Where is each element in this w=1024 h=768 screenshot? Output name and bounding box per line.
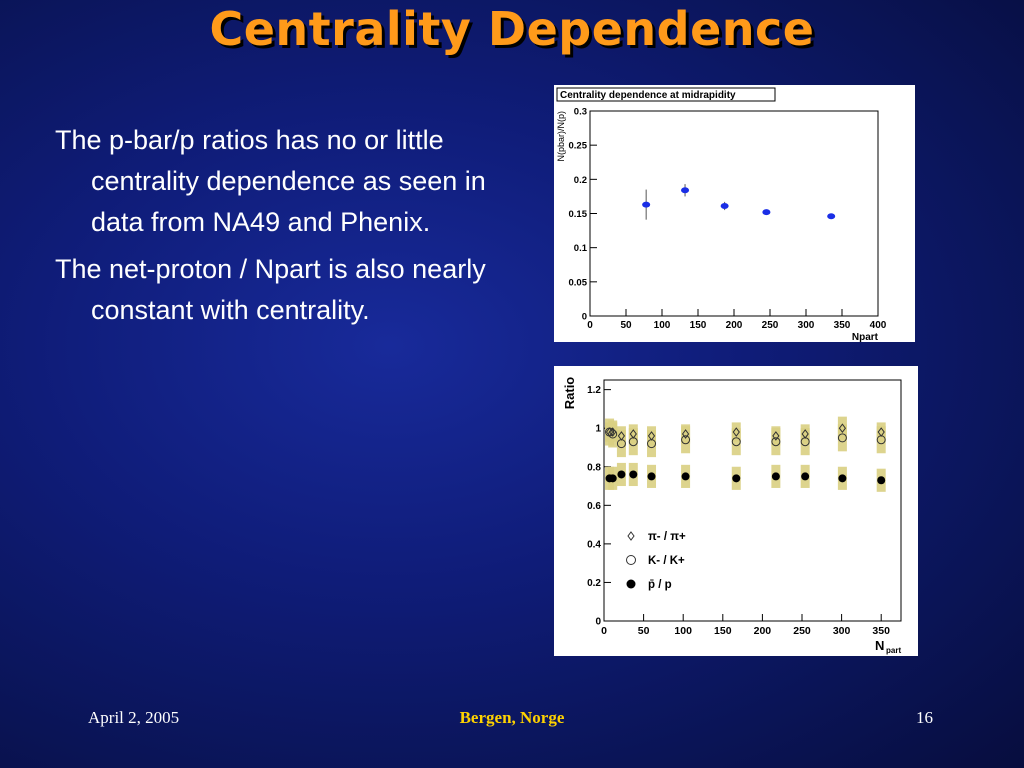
data-point-pbar <box>877 476 886 485</box>
y-tick-label: 0.05 <box>569 277 588 288</box>
bullet-item: The p-bar/p ratios has no or little cent… <box>55 125 486 237</box>
data-point <box>642 201 651 208</box>
y-tick-label: 0.2 <box>574 175 587 186</box>
data-point-pbar <box>771 472 780 481</box>
x-tick-label: 50 <box>638 625 650 637</box>
x-tick-label: 350 <box>834 320 851 331</box>
y-tick-label: 0 <box>582 312 587 323</box>
data-point-pi <box>772 431 780 441</box>
y-tick-label: 0 <box>595 617 601 628</box>
y-tick-label: 0.25 <box>569 141 588 152</box>
data-point-pbar <box>838 474 847 483</box>
x-tick-label: 50 <box>620 320 632 331</box>
y-tick-label: 0.6 <box>587 501 601 512</box>
footer-page-number: 16 <box>916 708 933 727</box>
y-tick-label: 0.15 <box>569 209 588 220</box>
legend-label: π- / π+ <box>648 531 686 543</box>
data-point-pbar <box>608 474 617 483</box>
plot-frame <box>603 379 902 622</box>
data-point-k <box>876 435 886 445</box>
y-tick-label: 1 <box>595 424 601 435</box>
data-point <box>681 187 690 194</box>
data-point-k <box>616 439 626 449</box>
legend-marker-pi <box>627 531 635 541</box>
legend-marker-pbar <box>626 579 636 589</box>
data-point-pbar <box>801 472 810 481</box>
x-tick-label: 350 <box>872 625 890 637</box>
x-tick-label: 100 <box>674 625 692 637</box>
data-point-pi <box>838 423 847 434</box>
x-tick-label: 100 <box>654 320 671 331</box>
data-point-k <box>628 437 638 447</box>
x-tick-label: 250 <box>793 625 811 637</box>
data-point-k <box>681 435 691 445</box>
x-tick-label: 300 <box>833 625 851 637</box>
y-axis-label: Ratio <box>562 377 577 410</box>
plot-frame <box>589 110 879 317</box>
data-point-k <box>731 437 741 447</box>
systematic-band <box>647 430 657 458</box>
data-point-pbar <box>617 470 626 479</box>
y-axis-label: N(pbar)/N(p) <box>556 111 566 162</box>
bullet-item: The net-proton / Npart is also nearly co… <box>55 254 486 325</box>
x-tick-label: 150 <box>690 320 707 331</box>
x-tick-label: 400 <box>870 320 887 331</box>
chart-pbar-p-ratio: Centrality dependence at midrapidity 0 0.0… <box>556 87 887 342</box>
data-point-k <box>837 433 847 443</box>
footer-date: April 2, 2005 <box>88 708 180 727</box>
footer-venue: Bergen, Norge <box>459 708 565 727</box>
data-point-k <box>800 437 810 447</box>
systematic-band <box>800 428 810 456</box>
systematic-band <box>681 426 691 454</box>
y-tick-label: 0.8 <box>587 462 601 473</box>
data-point-pi <box>732 427 740 437</box>
data-point-k <box>647 439 657 449</box>
systematic-band <box>771 428 781 456</box>
y-tick-label: 0.2 <box>587 578 601 589</box>
data-point <box>827 213 836 220</box>
x-tick-label: 200 <box>754 625 772 637</box>
x-tick-label: 300 <box>798 320 815 331</box>
data-point-pbar <box>732 474 741 483</box>
data-point-pbar <box>681 472 690 481</box>
legend-marker-k <box>626 555 636 565</box>
legend-label: p̄ / p <box>648 579 672 591</box>
data-point-k <box>608 429 618 439</box>
x-axis-label-subscript: part <box>886 646 901 655</box>
slide-title: Centrality Dependence <box>209 2 815 56</box>
y-tick-label: 0.3 <box>574 107 587 118</box>
x-tick-label: 200 <box>726 320 743 331</box>
x-tick-label: 0 <box>601 625 607 637</box>
data-point-pi <box>681 429 690 439</box>
y-tick-label: 1.2 <box>587 385 601 396</box>
data-point-pbar <box>629 470 638 479</box>
x-axis-label: Npart <box>852 332 879 342</box>
data-point-pbar <box>647 472 656 481</box>
y-tick-label: 0.4 <box>587 539 601 550</box>
chart-panel-pbar-p: Centrality dependence at midrapidity 0 0.0… <box>554 85 915 342</box>
chart-title: Centrality dependence at midrapidity <box>560 90 736 101</box>
legend-label: K- / K+ <box>648 555 685 567</box>
systematic-band <box>628 428 638 456</box>
y-tick-label: 0.1 <box>574 243 588 254</box>
systematic-band <box>616 430 626 458</box>
x-axis-label: N <box>875 638 884 653</box>
data-point <box>762 209 771 216</box>
chart-title-box <box>556 87 776 102</box>
data-point <box>720 202 729 209</box>
systematic-band <box>837 424 847 452</box>
bullet-list: The p-bar/p ratios has no or little cent… <box>55 120 515 337</box>
x-tick-label: 150 <box>714 625 732 637</box>
data-point-k <box>771 437 781 447</box>
systematic-band <box>731 428 741 456</box>
x-tick-label: 0 <box>587 320 593 331</box>
systematic-band <box>876 426 886 454</box>
x-tick-label: 250 <box>762 320 779 331</box>
